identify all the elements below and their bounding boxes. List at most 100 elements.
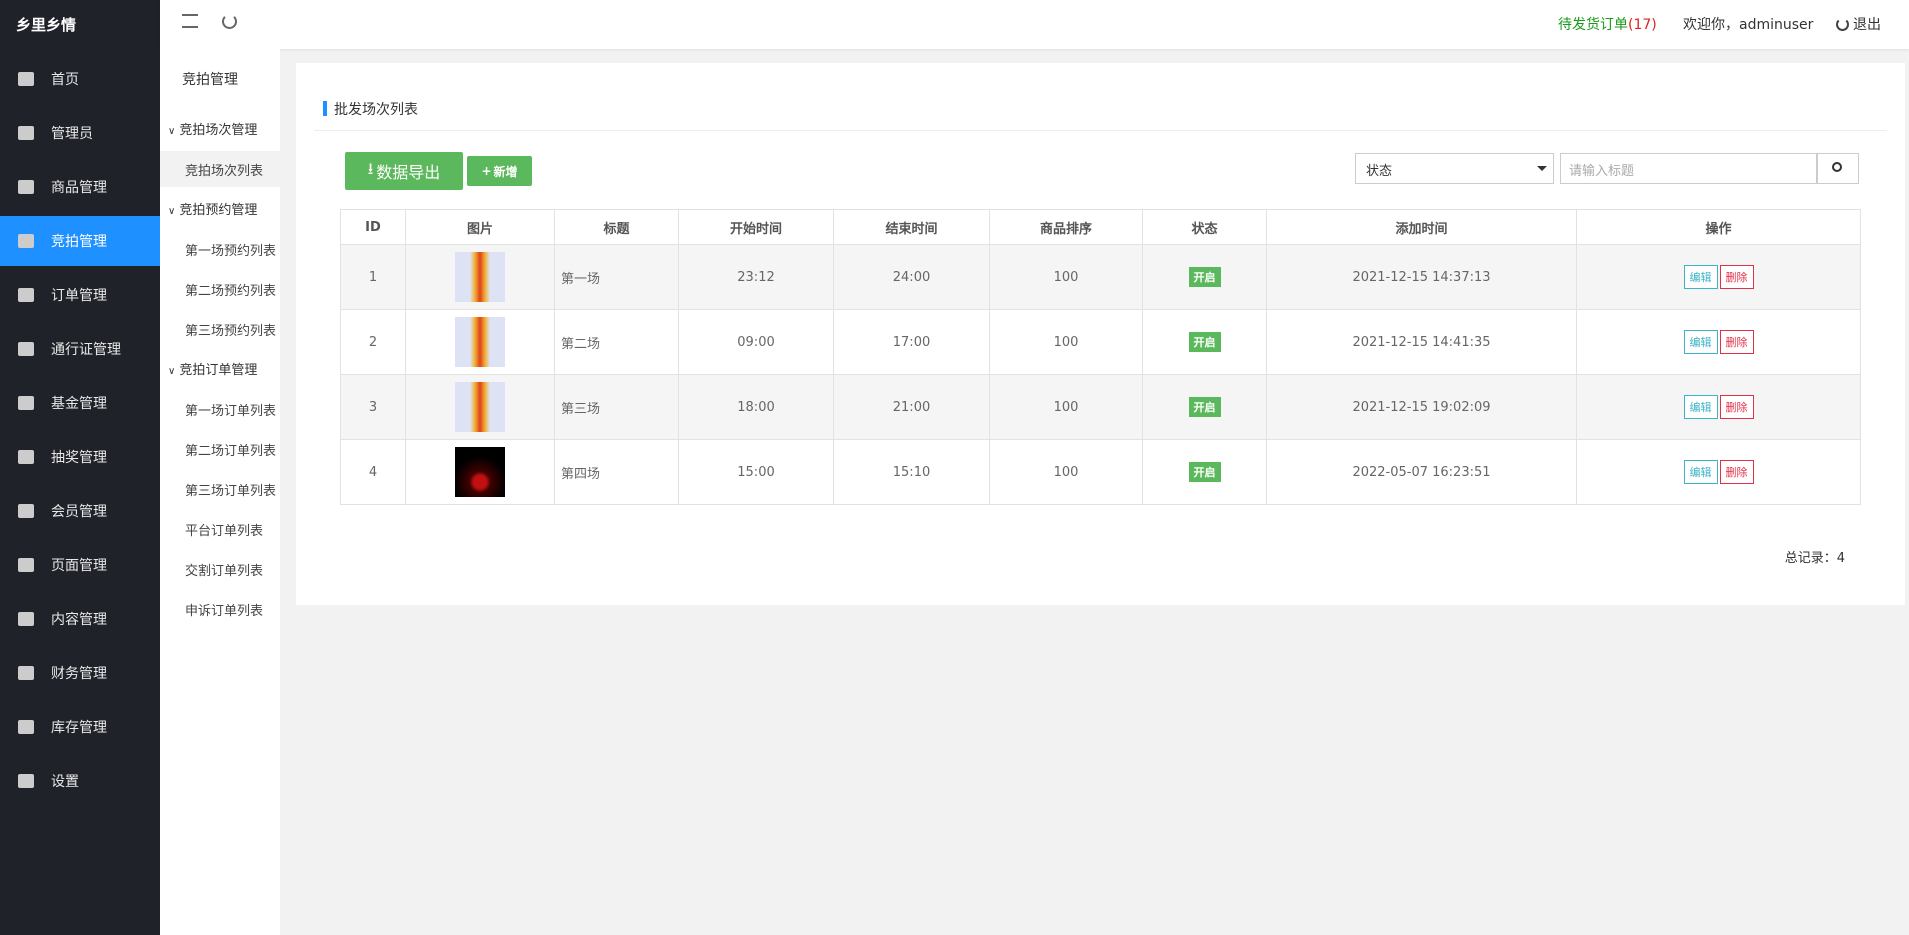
chevron: ∨ xyxy=(168,366,176,377)
submenu-title: 竞拍管理 xyxy=(182,72,238,88)
sidebar-label: 财务管理 xyxy=(51,666,107,682)
add-button[interactable]: + 新增 xyxy=(467,156,532,186)
icon xyxy=(18,612,34,626)
sidebar-item[interactable]: 库存管理 xyxy=(0,702,160,752)
panel-title: 批发场次列表 xyxy=(334,102,418,118)
header-cell: 添加时间 xyxy=(1266,209,1577,245)
header-cell: 标题 xyxy=(554,209,679,245)
thumbnail xyxy=(455,382,505,432)
pending-count: (17) xyxy=(1628,17,1657,33)
submenu-item[interactable]: 第三场订单列表 xyxy=(185,483,277,499)
sidebar-item[interactable]: 竞拍管理 xyxy=(0,216,160,266)
start-cell: 23:12 xyxy=(678,244,834,310)
sidebar-label: 库存管理 xyxy=(51,720,107,736)
submenu-group[interactable]: ∨ 竞拍预约管理 xyxy=(168,199,257,218)
export-button[interactable]: ⭳ 数据导出 xyxy=(345,152,463,190)
edit-button[interactable]: 编辑 xyxy=(1683,395,1718,419)
logout[interactable]: 退出 xyxy=(1836,14,1881,34)
sidebar-item[interactable]: 抽奖管理 xyxy=(0,432,160,482)
sidebar-item[interactable]: 设置 xyxy=(0,756,160,806)
sidebar-label: 通行证管理 xyxy=(51,342,121,358)
chevron: ∨ xyxy=(168,206,176,217)
total-records: 总记录：4 xyxy=(1784,551,1845,566)
header-cell: 操作 xyxy=(1576,209,1861,245)
pending-orders[interactable]: 待发货订单(17) xyxy=(1558,14,1657,34)
delete-button[interactable]: 删除 xyxy=(1719,265,1754,289)
session-table: ID 图片 标题 开始时间 结束时间 商品排序 状态 添加时间 操作 1 第一场 23:12 24:00… xyxy=(340,209,1861,505)
sort-cell: 100 xyxy=(989,309,1143,375)
sort-cell: 100 xyxy=(989,374,1143,440)
search-button[interactable] xyxy=(1817,153,1859,184)
sidebar-label: 首页 xyxy=(51,72,79,88)
pending-label: 待发货订单 xyxy=(1558,17,1628,33)
sidebar-item[interactable]: 商品管理 xyxy=(0,162,160,212)
thumbnail xyxy=(455,317,505,367)
status-tag: 开启 xyxy=(1188,332,1221,352)
icon xyxy=(18,558,34,572)
sidebar-label: 订单管理 xyxy=(51,288,107,304)
sidebar-item[interactable]: 财务管理 xyxy=(0,648,160,698)
submenu-item[interactable]: 平台订单列表 xyxy=(185,523,264,539)
sort-cell: 100 xyxy=(989,439,1143,505)
submenu-item[interactable]: 申诉订单列表 xyxy=(185,603,264,619)
icon xyxy=(18,288,34,302)
logout-label: 退出 xyxy=(1853,17,1881,33)
content-panel: 批发场次列表 ⭳ 数据导出 + 新增 状态 请输入标题 ID 图片 标题 开始时间 结束时间… xyxy=(296,63,1905,605)
title-cell: 第二场 xyxy=(554,309,679,375)
status-select[interactable]: 状态 xyxy=(1355,153,1554,184)
sidebar-label: 设置 xyxy=(51,774,79,790)
id-cell: 1 xyxy=(340,244,406,310)
submenu-item[interactable]: 第二场预约列表 xyxy=(185,283,277,299)
submenu-item[interactable]: 第三场预约列表 xyxy=(185,323,277,339)
sidebar-item[interactable]: 会员管理 xyxy=(0,486,160,536)
table-row: 1 第一场 23:12 24:00 100 开启 2021-12-15 14:37:13 编辑… xyxy=(340,244,1861,310)
delete-button[interactable]: 删除 xyxy=(1719,395,1754,419)
icon xyxy=(18,180,34,194)
submenu-item[interactable]: 竞拍场次列表 xyxy=(160,151,280,187)
sidebar-item[interactable]: 基金管理 xyxy=(0,378,160,428)
sidebar-label: 商品管理 xyxy=(51,180,107,196)
sidebar-item[interactable]: 管理员 xyxy=(0,108,160,158)
table-row: 2 第二场 09:00 17:00 100 开启 2021-12-15 14:41:35 编辑… xyxy=(340,309,1861,375)
icon xyxy=(18,126,34,140)
welcome: 欢迎你，adminuser xyxy=(1683,17,1814,33)
export-label: 数据导出 xyxy=(376,163,441,182)
search-input[interactable]: 请输入标题 xyxy=(1560,153,1817,184)
actions-cell: 编辑 删除 xyxy=(1576,374,1861,440)
actions-cell: 编辑 删除 xyxy=(1576,439,1861,505)
sidebar-item[interactable]: 订单管理 xyxy=(0,270,160,320)
submenu-item[interactable]: 交割订单列表 xyxy=(185,563,264,579)
sidebar-label: 内容管理 xyxy=(51,612,107,628)
topbar: 待发货订单(17) 欢迎你，adminuser 退出 xyxy=(160,0,1909,49)
sidebar-item[interactable]: 页面管理 xyxy=(0,540,160,590)
added-cell: 2021-12-15 14:41:35 xyxy=(1266,309,1577,375)
sidebar-item[interactable]: 通行证管理 xyxy=(0,324,160,374)
refresh[interactable] xyxy=(222,14,237,29)
image-cell xyxy=(405,309,555,375)
icon xyxy=(18,342,34,356)
submenu-item[interactable]: 第一场预约列表 xyxy=(185,243,277,259)
submenu-item[interactable]: 第二场订单列表 xyxy=(185,443,277,459)
menu-toggle[interactable] xyxy=(182,14,198,28)
submenu-group[interactable]: ∨ 竞拍场次管理 xyxy=(168,119,257,138)
submenu-group[interactable]: ∨ 竞拍订单管理 xyxy=(168,359,257,378)
image-cell xyxy=(405,244,555,310)
icon xyxy=(18,450,34,464)
status-tag: 开启 xyxy=(1188,462,1221,482)
actions-cell: 编辑 删除 xyxy=(1576,244,1861,310)
delete-button[interactable]: 删除 xyxy=(1719,330,1754,354)
id-cell: 4 xyxy=(340,439,406,505)
sidebar-label: 管理员 xyxy=(51,126,93,142)
id-cell: 3 xyxy=(340,374,406,440)
actions-cell: 编辑 删除 xyxy=(1576,309,1861,375)
edit-button[interactable]: 编辑 xyxy=(1683,265,1718,289)
edit-button[interactable]: 编辑 xyxy=(1683,460,1718,484)
sidebar-item[interactable]: 首页 xyxy=(0,54,160,104)
sort-cell: 100 xyxy=(989,244,1143,310)
submenu-item[interactable]: 第一场订单列表 xyxy=(185,403,277,419)
add-label: 新增 xyxy=(493,164,518,179)
sidebar-item[interactable]: 内容管理 xyxy=(0,594,160,644)
delete-button[interactable]: 删除 xyxy=(1719,460,1754,484)
edit-button[interactable]: 编辑 xyxy=(1683,330,1718,354)
